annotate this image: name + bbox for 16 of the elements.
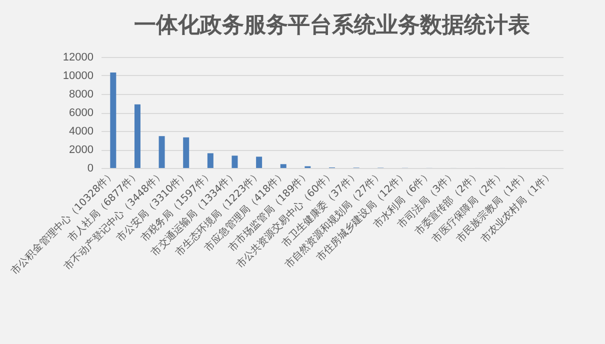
y-tick-label: 6000 (69, 107, 94, 119)
y-tick-label: 2000 (69, 144, 94, 156)
y-tick-label: 0 (87, 162, 94, 174)
bar (207, 153, 214, 168)
bar (158, 136, 165, 168)
bar (110, 72, 116, 168)
bar (134, 104, 140, 168)
y-tick-label: 8000 (69, 88, 94, 100)
bar (256, 156, 262, 168)
y-tick-label: 4000 (69, 126, 94, 138)
y-tick-label: 10000 (62, 70, 94, 82)
bar (232, 156, 238, 168)
bar (183, 137, 190, 168)
bar (280, 164, 286, 168)
chart-title: 一体化政务服务平台系统业务数据统计表 (134, 12, 530, 38)
y-tick-label: 12000 (62, 52, 94, 64)
